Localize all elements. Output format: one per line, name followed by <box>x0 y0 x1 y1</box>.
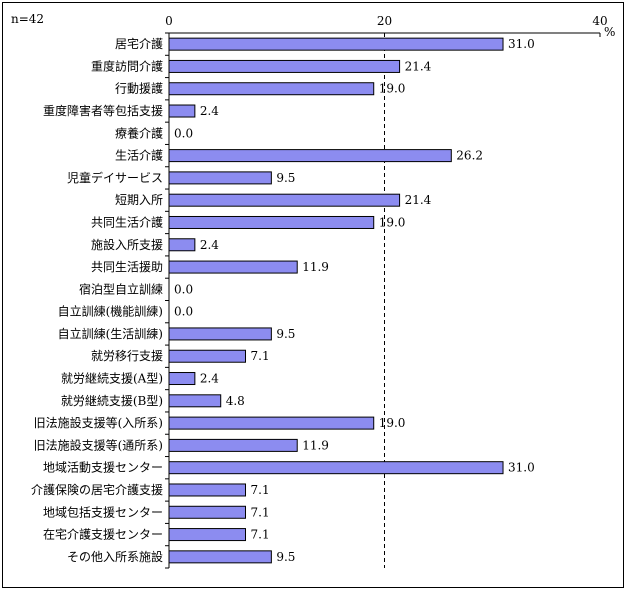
category-label: 就労移行支援 <box>91 349 163 363</box>
category-label: 施設入所支援 <box>91 237 163 252</box>
value-label: 11.9 <box>302 438 329 452</box>
bar <box>168 149 452 163</box>
sample-size-note: n=42 <box>11 12 44 26</box>
bar <box>168 416 375 430</box>
value-label: 19.0 <box>379 416 406 430</box>
value-label: 19.0 <box>379 82 406 96</box>
category-label: 旧法施設支援等(入所系) <box>34 415 163 430</box>
category-label: 共同生活援助 <box>91 260 163 274</box>
bar <box>168 438 298 452</box>
category-label: 地域包括支援センター <box>43 504 163 519</box>
bar <box>168 238 196 252</box>
category-label: 地域活動支援センター <box>43 461 163 475</box>
category-label: 在宅介護支援センター <box>43 527 163 542</box>
bar <box>168 505 247 519</box>
category-label: 自立訓練(機能訓練) <box>58 304 163 319</box>
bar <box>168 550 272 564</box>
category-label: 宿泊型自立訓練 <box>79 281 163 296</box>
bar <box>168 215 375 229</box>
x-tick-label: 20 <box>377 14 392 28</box>
bar <box>168 260 298 274</box>
value-label: 4.8 <box>226 394 245 408</box>
axes: 0 20 40 <box>165 14 608 569</box>
value-label: 9.5 <box>276 171 295 185</box>
value-label: 7.1 <box>251 505 270 519</box>
category-label: 生活介護 <box>115 148 163 163</box>
category-label: 就労継続支援(A型) <box>61 371 163 386</box>
bar <box>168 37 504 51</box>
value-label: 21.4 <box>405 59 432 73</box>
category-label: 行動援護 <box>115 81 163 96</box>
value-label: 31.0 <box>508 37 535 51</box>
value-label: 26.2 <box>456 149 483 163</box>
category-label: 重度障害者等包括支援 <box>43 103 163 118</box>
unit-label: % <box>604 25 615 39</box>
value-label: 2.4 <box>200 104 219 118</box>
category-label: 旧法施設支援等(通所系) <box>34 437 163 452</box>
category-label: 自立訓練(生活訓練) <box>58 326 163 341</box>
x-tick-label: 40 <box>592 14 607 28</box>
bar <box>168 59 401 73</box>
bar <box>168 461 504 475</box>
bar <box>168 372 196 386</box>
bar <box>168 171 272 185</box>
category-label: 就労継続支援(B型) <box>61 393 163 408</box>
category-label: 重度訪問介護 <box>91 58 163 73</box>
value-label: 0.0 <box>174 305 193 319</box>
category-label: 共同生活介護 <box>91 214 163 229</box>
bar <box>168 483 247 497</box>
x-tick-label: 0 <box>165 14 173 28</box>
bar <box>168 193 401 207</box>
bar <box>168 327 272 341</box>
value-label: 9.5 <box>276 550 295 564</box>
bar <box>168 528 247 542</box>
bar <box>168 394 222 408</box>
bar <box>168 349 247 363</box>
bar <box>168 104 196 118</box>
bars: 居宅介護 31.0 重度訪問介護 21.4 行動援護 19.0 重度障害者等包括支援 2.4 療… <box>31 36 535 564</box>
bar <box>168 82 375 96</box>
value-label: 7.1 <box>251 483 270 497</box>
value-label: 0.0 <box>174 126 193 140</box>
value-label: 0.0 <box>174 282 193 296</box>
value-label: 2.4 <box>200 238 219 252</box>
value-label: 2.4 <box>200 372 219 386</box>
category-label: 居宅介護 <box>115 36 163 51</box>
category-label: 介護保険の居宅介護支援 <box>31 482 163 497</box>
bar-chart: n=42 % 0 20 40 居宅介護 31.0 重度訪問介護 21.4 行動援護 19.0 重… <box>11 12 615 569</box>
category-label: 療養介護 <box>115 125 163 140</box>
category-label: その他入所系施設 <box>67 549 163 564</box>
value-label: 21.4 <box>405 193 432 207</box>
value-label: 11.9 <box>302 260 329 274</box>
category-label: 児童デイサービス <box>67 170 163 185</box>
value-label: 9.5 <box>276 327 295 341</box>
value-label: 7.1 <box>251 528 270 542</box>
category-label: 短期入所 <box>115 193 163 207</box>
value-label: 7.1 <box>251 349 270 363</box>
value-label: 19.0 <box>379 215 406 229</box>
value-label: 31.0 <box>508 461 535 475</box>
